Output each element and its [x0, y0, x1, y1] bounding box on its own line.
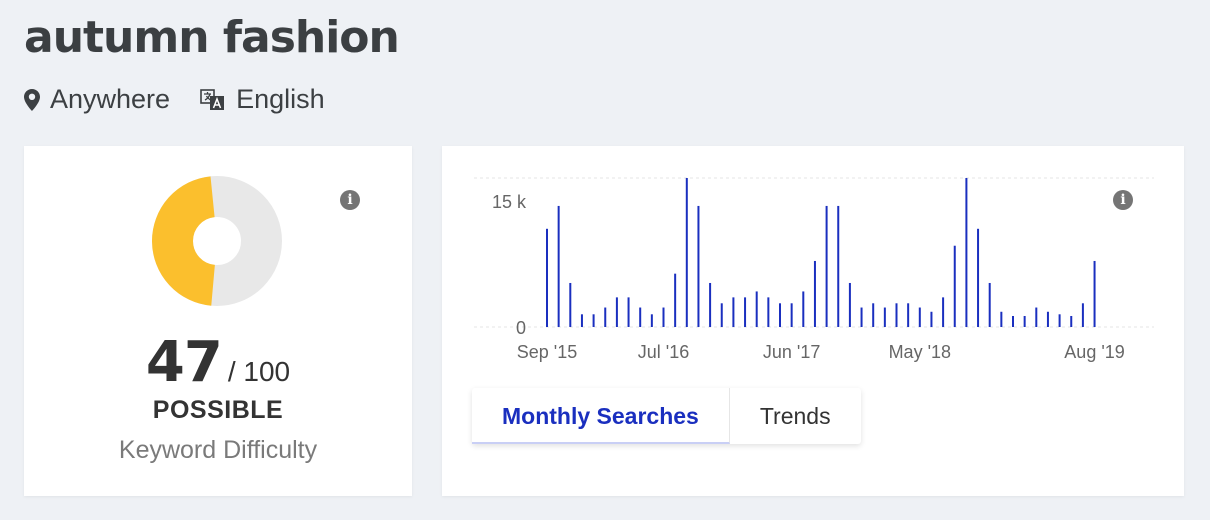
bar[interactable]	[1081, 303, 1084, 327]
bar[interactable]	[732, 297, 735, 327]
bar[interactable]	[674, 273, 677, 327]
bar[interactable]	[557, 205, 560, 327]
bar[interactable]	[942, 297, 945, 327]
translate-icon	[200, 88, 225, 110]
tab-trends[interactable]: Trends	[759, 403, 831, 429]
y-tick-label: 0	[516, 318, 526, 338]
bar[interactable]	[988, 282, 991, 327]
bar[interactable]	[837, 205, 840, 327]
bar[interactable]	[907, 303, 910, 327]
bar[interactable]	[662, 307, 665, 327]
bar[interactable]	[848, 282, 851, 327]
bar[interactable]	[779, 303, 781, 327]
bar[interactable]	[1000, 311, 1003, 327]
x-tick-label: May '18	[889, 342, 951, 362]
bar[interactable]	[569, 282, 572, 327]
bar[interactable]	[709, 282, 712, 327]
bar[interactable]	[767, 297, 770, 327]
x-tick-label: Jun '17	[763, 342, 820, 362]
difficulty-score-max: / 100	[227, 356, 291, 387]
bar[interactable]	[755, 291, 758, 327]
chart-tabs: Monthly Searches Trends	[472, 388, 861, 444]
bar[interactable]	[615, 297, 618, 327]
bar[interactable]	[977, 228, 980, 327]
bar[interactable]	[965, 178, 968, 327]
monthly-searches-chart: 15 k 0 Sep '15 Jul '16 Jun '17 May '18 Aug '19	[474, 177, 1154, 362]
location-label: Anywhere	[50, 84, 171, 114]
bar[interactable]	[546, 228, 548, 327]
bar[interactable]	[813, 260, 816, 327]
bar[interactable]	[1070, 315, 1073, 327]
bar[interactable]	[860, 307, 863, 327]
x-tick-label: Jul '16	[638, 342, 689, 362]
bar[interactable]	[1046, 311, 1049, 327]
difficulty-label: Keyword Difficulty	[118, 436, 318, 464]
x-tick-label: Sep '15	[517, 342, 578, 362]
bar[interactable]	[592, 314, 595, 327]
bar[interactable]	[639, 307, 642, 327]
bar[interactable]	[1023, 315, 1026, 327]
search-volume-card: 15 k 0 Sep '15 Jul '16 Jun '17 May '18 Aug '19…	[442, 146, 1184, 496]
bar[interactable]	[825, 205, 828, 327]
x-tick-label: Aug '19	[1064, 342, 1125, 362]
bar[interactable]	[685, 178, 688, 327]
bar[interactable]	[953, 245, 956, 327]
y-tick-label: 15 k	[492, 192, 527, 212]
difficulty-score: 47/ 100	[24, 330, 412, 395]
info-icon[interactable]: i	[340, 190, 360, 210]
language-label: English	[236, 84, 325, 114]
bar[interactable]	[697, 205, 700, 327]
difficulty-donut	[152, 176, 282, 306]
bar[interactable]	[918, 307, 921, 327]
keyword-meta: Anywhere English	[24, 84, 355, 115]
bar[interactable]	[650, 314, 653, 327]
keyword-difficulty-card: i 47/ 100 POSSIBLE Keyword Difficulty	[24, 146, 412, 496]
bar[interactable]	[720, 303, 723, 327]
bar[interactable]	[580, 314, 583, 327]
info-icon[interactable]: i	[1113, 190, 1133, 210]
tab-monthly-searches[interactable]: Monthly Searches	[472, 388, 730, 444]
bar[interactable]	[1058, 314, 1061, 327]
bar[interactable]	[802, 291, 805, 327]
bar[interactable]	[627, 297, 630, 327]
map-marker-icon	[24, 88, 40, 111]
bar[interactable]	[872, 303, 875, 327]
difficulty-level: POSSIBLE	[152, 396, 284, 424]
language-selector[interactable]: English	[200, 84, 325, 115]
keyword-title: autumn fashion	[24, 12, 400, 63]
location-selector[interactable]: Anywhere	[24, 84, 170, 115]
bar[interactable]	[1012, 315, 1014, 327]
bar[interactable]	[790, 303, 793, 327]
difficulty-score-value: 47	[145, 330, 223, 395]
bar[interactable]	[883, 307, 886, 327]
bar[interactable]	[930, 311, 933, 327]
bar[interactable]	[895, 303, 898, 327]
bar[interactable]	[1093, 260, 1096, 327]
bar[interactable]	[744, 297, 747, 327]
bar[interactable]	[1035, 307, 1038, 327]
bar[interactable]	[604, 307, 607, 327]
